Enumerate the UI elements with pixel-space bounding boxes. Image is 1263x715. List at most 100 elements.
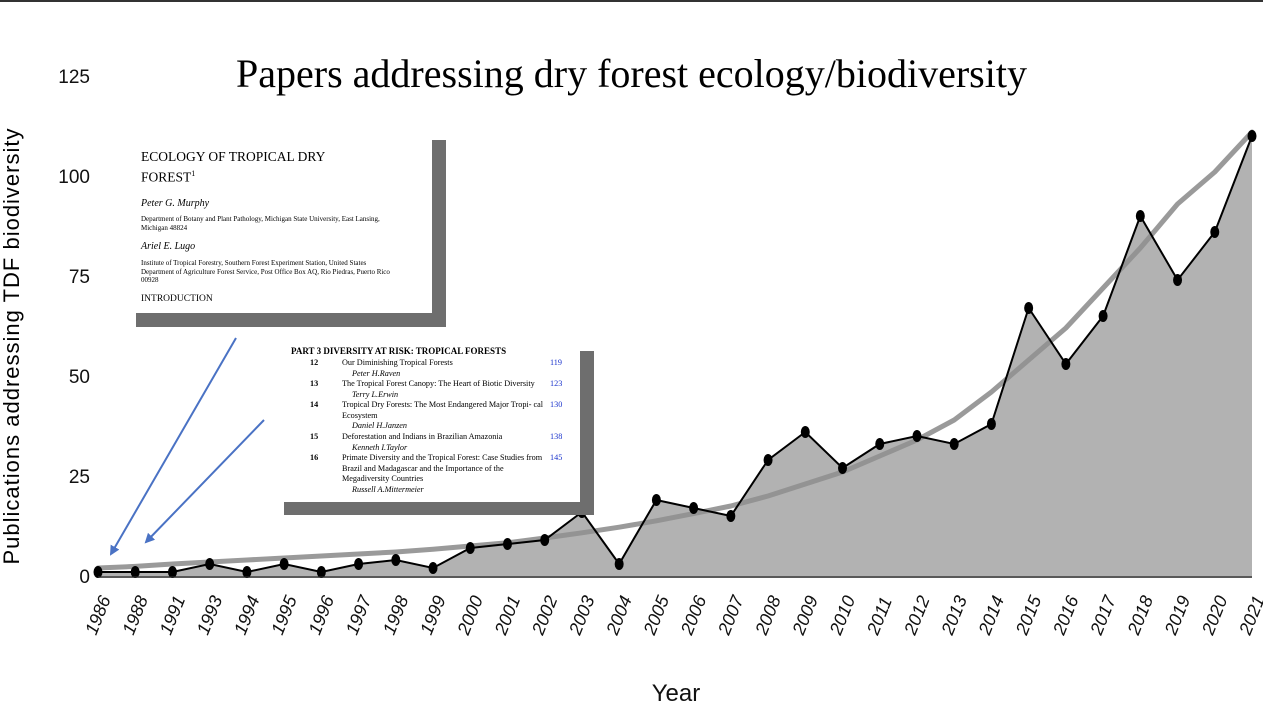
x-tick-label: 1998 bbox=[379, 593, 413, 638]
x-tick-label: 2015 bbox=[1011, 592, 1045, 638]
toc-title: The Tropical Forest Canopy: The Heart of… bbox=[342, 379, 535, 388]
data-point bbox=[130, 566, 140, 578]
x-tick-label: 1986 bbox=[81, 592, 115, 638]
x-tick-label: 2002 bbox=[528, 593, 562, 639]
data-point bbox=[1135, 210, 1145, 222]
pointer-arrow bbox=[109, 337, 237, 556]
x-tick-label: 2006 bbox=[676, 592, 710, 638]
x-tick-label: 2005 bbox=[639, 592, 673, 638]
x-tick-label: 2009 bbox=[788, 593, 822, 639]
toc-number: 15 bbox=[310, 432, 319, 441]
paper-introduction-heading: INTRODUCTION bbox=[141, 294, 213, 304]
data-point bbox=[875, 438, 885, 450]
toc-number: 14 bbox=[310, 400, 319, 409]
toc-page: 145 bbox=[550, 453, 563, 462]
toc-inset: PART 3 DIVERSITY AT RISK: TROPICAL FORES… bbox=[270, 336, 580, 502]
toc-title: Primate Diversity and the Tropical Fores… bbox=[342, 453, 543, 483]
top-border bbox=[0, 0, 1263, 2]
y-tick-label: 25 bbox=[69, 467, 90, 488]
x-tick-label: 1988 bbox=[118, 593, 152, 638]
data-point bbox=[614, 558, 624, 570]
trend-line bbox=[95, 129, 1255, 571]
paper-affiliation: Department of Botany and Plant Pathology… bbox=[141, 215, 380, 232]
toc-author: Russell A.Mittermeier bbox=[352, 484, 424, 494]
x-tick-label: 1999 bbox=[416, 593, 450, 638]
x-tick-label: 2011 bbox=[863, 594, 896, 638]
data-point bbox=[540, 534, 550, 546]
x-tick-label: 2008 bbox=[751, 593, 785, 639]
data-point bbox=[838, 462, 848, 474]
paper-inset: ECOLOGY OF TROPICAL DRY FOREST1 Peter G.… bbox=[124, 140, 432, 313]
y-tick-label: 100 bbox=[58, 167, 90, 188]
data-point bbox=[949, 438, 959, 450]
y-axis-label: Publications addressing TDF biodiversity bbox=[0, 127, 24, 565]
toc-number: 13 bbox=[310, 379, 319, 388]
x-tick-label: 2020 bbox=[1198, 593, 1232, 639]
x-axis-label: Year bbox=[651, 680, 701, 707]
data-point bbox=[1173, 274, 1183, 286]
y-tick-label: 75 bbox=[69, 267, 90, 288]
toc-author: Daniel H.Janzen bbox=[352, 421, 408, 430]
data-point bbox=[279, 558, 289, 570]
paper-title-text: ECOLOGY OF TROPICAL DRY FOREST bbox=[141, 149, 325, 185]
data-point bbox=[1247, 130, 1257, 142]
x-tick-label: 1995 bbox=[267, 592, 301, 638]
toc-page: 123 bbox=[550, 379, 563, 388]
toc-author: Kenneth I.Taylor bbox=[352, 442, 408, 452]
chart-title: Papers addressing dry forest ecology/bio… bbox=[236, 51, 1027, 96]
data-point bbox=[986, 418, 996, 430]
toc-title: Tropical Dry Forests: The Most Endangere… bbox=[342, 400, 544, 420]
data-point bbox=[726, 510, 736, 522]
data-point bbox=[316, 566, 326, 578]
toc-title: Our Diminishing Tropical Forests bbox=[342, 358, 453, 367]
x-tick-label: 1994 bbox=[230, 593, 264, 638]
x-tick-label: 2012 bbox=[900, 593, 934, 639]
data-point bbox=[167, 566, 177, 578]
x-tick-label: 1997 bbox=[342, 592, 376, 638]
x-tick-label: 2016 bbox=[1049, 592, 1083, 638]
x-tick-label: 2013 bbox=[937, 593, 971, 639]
paper-author: Peter G. Murphy bbox=[141, 198, 210, 209]
paper-author: Ariel E. Lugo bbox=[141, 241, 196, 252]
data-point bbox=[1098, 310, 1108, 322]
data-point bbox=[1210, 226, 1220, 238]
x-tick-label: 2000 bbox=[453, 593, 487, 639]
data-point bbox=[93, 566, 103, 578]
area-fill bbox=[98, 136, 1252, 576]
x-tick-label: 2017 bbox=[1086, 592, 1120, 638]
toc-page: 138 bbox=[550, 432, 563, 441]
toc-number: 16 bbox=[310, 453, 319, 462]
x-tick-label: 2018 bbox=[1123, 593, 1157, 639]
paper-title-footnote: 1 bbox=[191, 169, 196, 178]
data-point bbox=[800, 426, 810, 438]
y-tick-label: 50 bbox=[69, 367, 90, 388]
x-tick-label: 2010 bbox=[825, 593, 859, 639]
toc-page: 119 bbox=[550, 358, 562, 367]
x-tick-label: 2003 bbox=[565, 593, 599, 639]
paper-title: ECOLOGY OF TROPICAL DRY FOREST1 bbox=[141, 148, 371, 186]
x-tick-label: 2014 bbox=[974, 593, 1008, 639]
toc-part-heading: PART 3 DIVERSITY AT RISK: TROPICAL FORES… bbox=[291, 346, 507, 356]
toc-author: Terry L.Erwin bbox=[352, 389, 399, 399]
data-point bbox=[242, 566, 252, 578]
x-tick-label: 1993 bbox=[193, 593, 227, 638]
pointer-arrow bbox=[144, 419, 265, 544]
x-tick-label: 1996 bbox=[305, 592, 339, 638]
data-point bbox=[1061, 358, 1071, 370]
x-tick-label: 2001 bbox=[490, 593, 524, 639]
paper-affiliation: Institute of Tropical Forestry, Southern… bbox=[141, 259, 390, 284]
data-point bbox=[502, 538, 512, 550]
data-point bbox=[391, 554, 401, 566]
toc-author: Peter H.Raven bbox=[352, 368, 401, 378]
x-tick-label: 2004 bbox=[602, 593, 636, 639]
data-point bbox=[651, 494, 661, 506]
data-point bbox=[1024, 302, 1034, 314]
y-tick-label: 0 bbox=[79, 567, 90, 588]
toc-number: 12 bbox=[310, 358, 319, 367]
x-tick-label: 2021 bbox=[1235, 593, 1263, 639]
x-tick-label: 1991 bbox=[156, 593, 190, 638]
data-point bbox=[205, 558, 215, 570]
data-point bbox=[763, 454, 773, 466]
x-tick-label: 2019 bbox=[1160, 593, 1194, 639]
